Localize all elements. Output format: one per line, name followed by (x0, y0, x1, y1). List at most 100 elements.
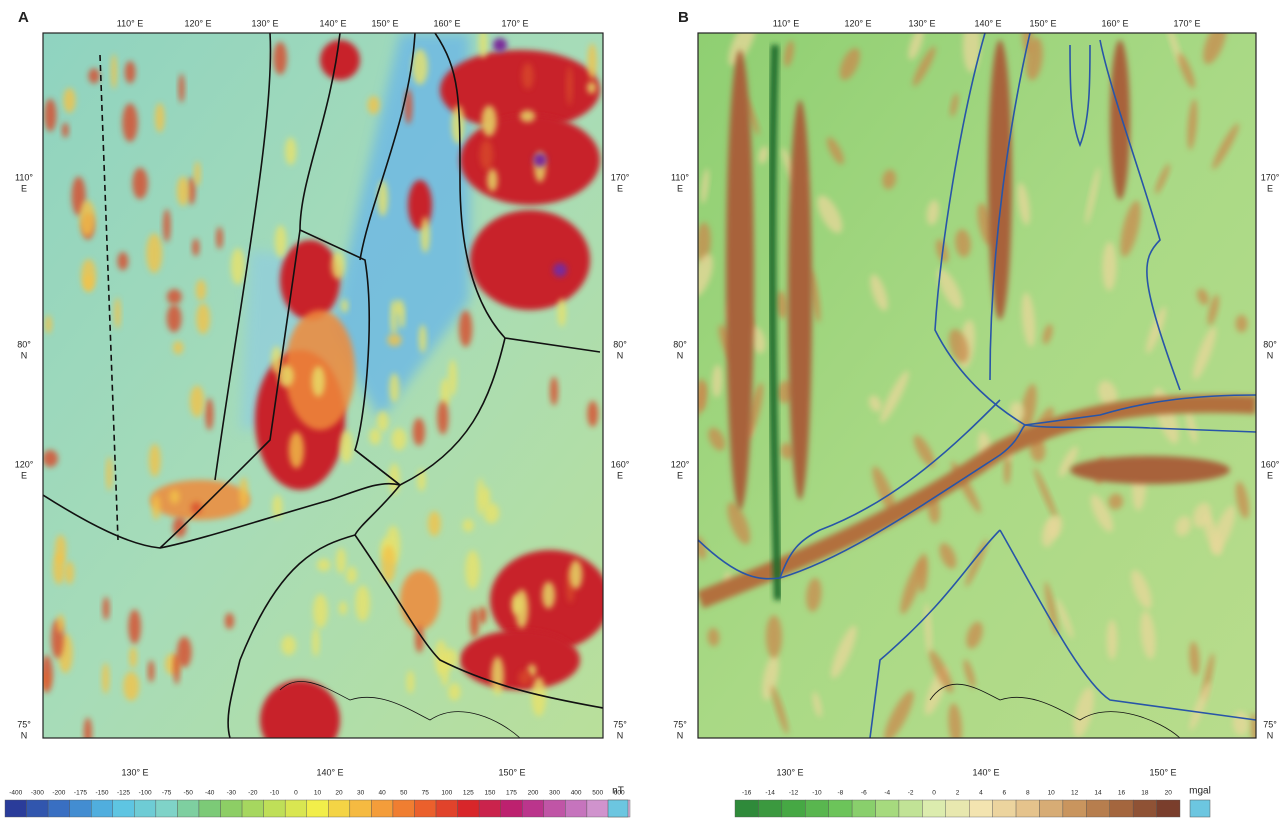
anomaly-streak (190, 385, 204, 417)
colorbar-swatch (350, 800, 372, 817)
grid-label: N (21, 350, 28, 360)
anomaly-streak (392, 428, 407, 450)
anomaly-streak (465, 550, 480, 589)
colorbar-swatch (876, 800, 899, 817)
longitude-label: 150° E (1149, 767, 1176, 777)
grid-label: E (21, 183, 27, 193)
grid-label: 160° (1261, 459, 1280, 469)
anomaly-streak (129, 647, 137, 669)
anomaly-streak (481, 105, 496, 136)
anomaly-streak (387, 334, 401, 347)
longitude-label: 110° E (773, 18, 799, 28)
anomaly-streak (448, 683, 460, 701)
anomaly-streak (520, 110, 535, 122)
grid-label: 75° (673, 719, 687, 729)
colorbar-label: 18 (1141, 790, 1149, 797)
anomaly-streak (169, 490, 179, 504)
colorbar-swatch (1039, 800, 1062, 817)
colorbar-label: 400 (571, 790, 582, 797)
anomaly-streak (152, 495, 160, 520)
anomaly-streak (587, 82, 596, 94)
colorbar-swatch (1110, 800, 1133, 817)
colorbar-swatch (782, 800, 805, 817)
anomaly-streak (389, 463, 400, 494)
anomaly-streak (355, 585, 370, 621)
anomaly-streak (390, 300, 397, 336)
anomaly-streak (336, 548, 346, 574)
anomaly-streak (435, 640, 448, 676)
colorbar-swatch (393, 800, 415, 817)
anomaly-streak (196, 279, 206, 300)
grid-label: 110° (671, 172, 689, 182)
anomaly-streak (480, 140, 493, 170)
anomaly-streak (80, 200, 95, 236)
anomaly-streak (192, 239, 199, 257)
anomaly-streak (146, 233, 162, 273)
grid-label: E (677, 470, 683, 480)
anomaly-streak (163, 209, 170, 242)
anomaly-streak (111, 54, 117, 89)
longitude-label: 140° E (974, 18, 1001, 28)
colorbar-label: 10 (1048, 790, 1056, 797)
colorbar-label: 75 (422, 790, 430, 797)
colorbar-swatch (371, 800, 393, 817)
colorbar-swatch (1016, 800, 1039, 817)
colorbar-label: 500 (592, 790, 603, 797)
colorbar-label: -4 (884, 790, 890, 797)
anomaly-streak (413, 418, 425, 446)
gravity-ridge (788, 100, 812, 500)
anomaly-streak (313, 594, 328, 628)
anomaly-peak (493, 38, 507, 52)
anomaly-streak (122, 103, 137, 142)
anomaly-streak (84, 274, 93, 292)
colorbar-label: 100 (441, 790, 452, 797)
anomaly-streak (369, 428, 381, 445)
colorbar-swatch (1157, 800, 1180, 817)
anomaly-streak (231, 248, 245, 285)
anomaly-streak (177, 176, 189, 206)
anomaly-streak (398, 308, 405, 328)
anomaly-streak (132, 168, 147, 200)
colorbar-swatch (177, 800, 199, 817)
anomaly-streak (63, 88, 75, 113)
colorbar-label: 0 (294, 790, 298, 797)
anomaly-streak (225, 613, 234, 629)
anomaly-streak (239, 477, 247, 509)
colorbar-swatch (565, 800, 587, 817)
grid-label: 120° (671, 459, 690, 469)
colorbar-swatch (735, 800, 758, 817)
anomaly-streak (103, 597, 110, 620)
colorbar-swatch (922, 800, 945, 817)
anomaly-streak (419, 325, 427, 353)
colorbar-label: -16 (742, 790, 752, 797)
anomaly-high (470, 210, 590, 310)
grid-label: 75° (613, 719, 627, 729)
colorbar-label: -50 (183, 790, 193, 797)
colorbar-label: 175 (506, 790, 517, 797)
anomaly-streak (194, 161, 200, 186)
anomaly-streak (522, 63, 534, 89)
anomaly-streak (368, 96, 380, 114)
longitude-label: 130° E (251, 18, 278, 28)
anomaly-streak (65, 561, 74, 584)
gravity-ridge (1110, 40, 1130, 200)
colorbar-swatch (113, 800, 135, 817)
anomaly-streak (317, 559, 331, 572)
grid-label: E (1267, 183, 1273, 193)
anomaly-streak (42, 450, 57, 467)
anomaly-streak (155, 103, 164, 133)
anomaly-mid (400, 570, 440, 630)
anomaly-streak (128, 609, 141, 644)
grid-label: 80° (613, 339, 627, 349)
anomaly-streak (125, 61, 136, 84)
anomaly-streak (463, 519, 474, 532)
colorbar-label: -100 (139, 790, 152, 797)
colorbar-swatch (307, 800, 329, 817)
anomaly-streak (341, 299, 348, 313)
anomaly-peak (553, 263, 567, 277)
longitude-label: 160° E (1101, 18, 1128, 28)
figure: A110° E120° E130° E140° E150° E160° E170… (0, 0, 1283, 823)
colorbar-label: -40 (205, 790, 215, 797)
anomaly-streak (421, 217, 430, 253)
colorbar-label: -10 (812, 790, 822, 797)
